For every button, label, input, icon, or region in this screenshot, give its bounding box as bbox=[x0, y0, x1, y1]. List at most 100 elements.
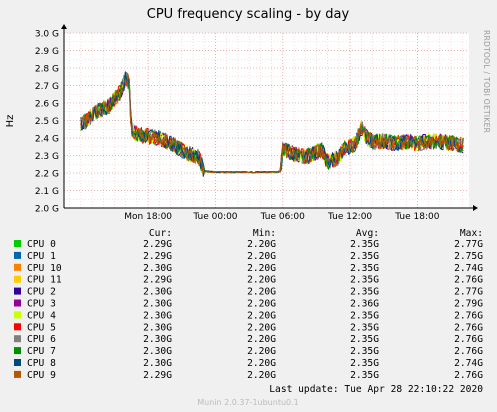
legend-avg: 2.35G bbox=[350, 358, 379, 369]
y-tick-label: 2.8 G bbox=[35, 65, 59, 75]
legend-max: 2.79G bbox=[454, 299, 483, 310]
legend-name: CPU 7 bbox=[27, 346, 56, 357]
x-axis-arrow bbox=[473, 205, 478, 211]
grid-lines bbox=[64, 32, 469, 209]
legend-avg: 2.35G bbox=[350, 322, 379, 333]
legend-swatch bbox=[14, 370, 21, 378]
munin-version-footer: Munin 2.0.37-1ubuntu0.1 bbox=[197, 398, 299, 407]
legend-avg: 2.35G bbox=[350, 310, 379, 321]
legend-min: 2.20G bbox=[247, 299, 276, 310]
legend-swatch bbox=[14, 323, 21, 331]
y-tick-label: 2.9 G bbox=[35, 47, 59, 57]
legend-header-max: Max: bbox=[460, 228, 483, 239]
legend-row: CPU 2 2.30G 2.20G 2.35G 2.77G bbox=[14, 287, 483, 298]
legend-min: 2.20G bbox=[247, 310, 276, 321]
legend-swatch bbox=[14, 347, 21, 355]
legend-min: 2.20G bbox=[247, 322, 276, 333]
legend-row: CPU 9 2.29G 2.20G 2.35G 2.76G bbox=[14, 370, 483, 381]
legend-row: CPU 0 2.29G 2.20G 2.35G 2.77G bbox=[14, 239, 483, 250]
legend-header-cur: Cur: bbox=[149, 228, 172, 239]
series-lines bbox=[80, 71, 464, 177]
legend-min: 2.20G bbox=[247, 346, 276, 357]
legend-max: 2.75G bbox=[454, 251, 483, 262]
legend-avg: 2.35G bbox=[350, 251, 379, 262]
legend-cur: 2.29G bbox=[143, 275, 172, 286]
legend-max: 2.76G bbox=[454, 310, 483, 321]
legend-swatch bbox=[14, 311, 21, 319]
y-axis-arrow bbox=[61, 24, 67, 29]
legend-cur: 2.30G bbox=[143, 263, 172, 274]
legend-cur: 2.30G bbox=[143, 334, 172, 345]
legend-swatch bbox=[14, 335, 21, 343]
y-axis-label: Hz bbox=[5, 115, 16, 128]
legend-header: Cur: Min: Avg: Max: bbox=[149, 228, 483, 239]
legend-name: CPU 10 bbox=[27, 263, 62, 274]
legend-avg: 2.35G bbox=[350, 239, 379, 250]
last-update: Last update: Tue Apr 28 22:10:22 2020 bbox=[269, 384, 483, 395]
legend-row: CPU 4 2.30G 2.20G 2.35G 2.76G bbox=[14, 310, 483, 321]
legend-max: 2.77G bbox=[454, 239, 483, 250]
legend-max: 2.76G bbox=[454, 322, 483, 333]
legend-cur: 2.30G bbox=[143, 346, 172, 357]
legend-max: 2.74G bbox=[454, 263, 483, 274]
y-tick-label: 2.1 G bbox=[35, 187, 59, 197]
legend-cur: 2.30G bbox=[143, 358, 172, 369]
legend-max: 2.77G bbox=[454, 287, 483, 298]
legend-avg: 2.35G bbox=[350, 263, 379, 274]
legend-swatch bbox=[14, 275, 21, 283]
x-tick-label: Tue 00:00 bbox=[192, 212, 237, 222]
legend-avg: 2.35G bbox=[350, 334, 379, 345]
legend-swatch bbox=[14, 263, 21, 271]
y-tick-label: 2.6 G bbox=[35, 100, 59, 110]
legend-name: CPU 1 bbox=[27, 251, 56, 262]
legend-max: 2.76G bbox=[454, 370, 483, 381]
legend-min: 2.20G bbox=[247, 370, 276, 381]
legend-avg: 2.35G bbox=[350, 370, 379, 381]
legend-name: CPU 0 bbox=[27, 239, 56, 250]
legend-cur: 2.29G bbox=[143, 251, 172, 262]
legend-row: CPU 1 2.29G 2.20G 2.35G 2.75G bbox=[14, 251, 483, 262]
legend-name: CPU 4 bbox=[27, 310, 56, 321]
legend-cur: 2.29G bbox=[143, 370, 172, 381]
legend-name: CPU 6 bbox=[27, 334, 56, 345]
legend-min: 2.20G bbox=[247, 275, 276, 286]
legend-cur: 2.30G bbox=[143, 287, 172, 298]
legend-header-avg: Avg: bbox=[356, 228, 379, 239]
legend-min: 2.20G bbox=[247, 334, 276, 345]
legend-row: CPU 11 2.29G 2.20G 2.35G 2.76G bbox=[14, 275, 483, 286]
legend-max: 2.76G bbox=[454, 275, 483, 286]
legend-swatch bbox=[14, 251, 21, 259]
y-tick-label: 2.0 G bbox=[35, 205, 59, 215]
legend-name: CPU 2 bbox=[27, 287, 56, 298]
legend-min: 2.20G bbox=[247, 263, 276, 274]
legend-name: CPU 3 bbox=[27, 299, 56, 310]
legend-min: 2.20G bbox=[247, 358, 276, 369]
legend-cur: 2.30G bbox=[143, 299, 172, 310]
legend-header-min: Min: bbox=[253, 228, 276, 239]
legend-row: CPU 8 2.30G 2.20G 2.35G 2.74G bbox=[14, 358, 483, 369]
chart-title: CPU frequency scaling - by day bbox=[147, 7, 350, 22]
legend-row: CPU 6 2.30G 2.20G 2.35G 2.76G bbox=[14, 334, 483, 345]
legend-name: CPU 5 bbox=[27, 322, 56, 333]
y-axis-ticks: 3.0 G 2.9 G 2.8 G 2.7 G 2.6 G 2.5 G 2.4 G 2.3 G… bbox=[35, 30, 59, 215]
x-axis-ticks: Mon 18:00 Tue 00:00 Tue 06:00 Tue 12:00 Tue … bbox=[124, 212, 440, 222]
series-line-cpu-9 bbox=[80, 73, 464, 174]
legend-swatch bbox=[14, 359, 21, 366]
legend-swatch bbox=[14, 240, 21, 247]
legend-avg: 2.35G bbox=[350, 287, 379, 298]
y-tick-label: 2.2 G bbox=[35, 170, 59, 180]
legend-max: 2.76G bbox=[454, 334, 483, 345]
x-tick-label: Tue 18:00 bbox=[394, 212, 439, 222]
legend-cur: 2.30G bbox=[143, 322, 172, 333]
legend-name: CPU 11 bbox=[27, 275, 62, 286]
y-tick-label: 2.3 G bbox=[35, 152, 59, 162]
y-tick-label: 2.7 G bbox=[35, 82, 59, 92]
legend-min: 2.20G bbox=[247, 251, 276, 262]
legend-avg: 2.35G bbox=[350, 275, 379, 286]
y-tick-label: 2.4 G bbox=[35, 135, 59, 145]
y-tick-label: 2.5 G bbox=[35, 117, 59, 127]
legend-swatch bbox=[14, 299, 21, 307]
x-tick-label: Tue 12:00 bbox=[327, 212, 372, 222]
